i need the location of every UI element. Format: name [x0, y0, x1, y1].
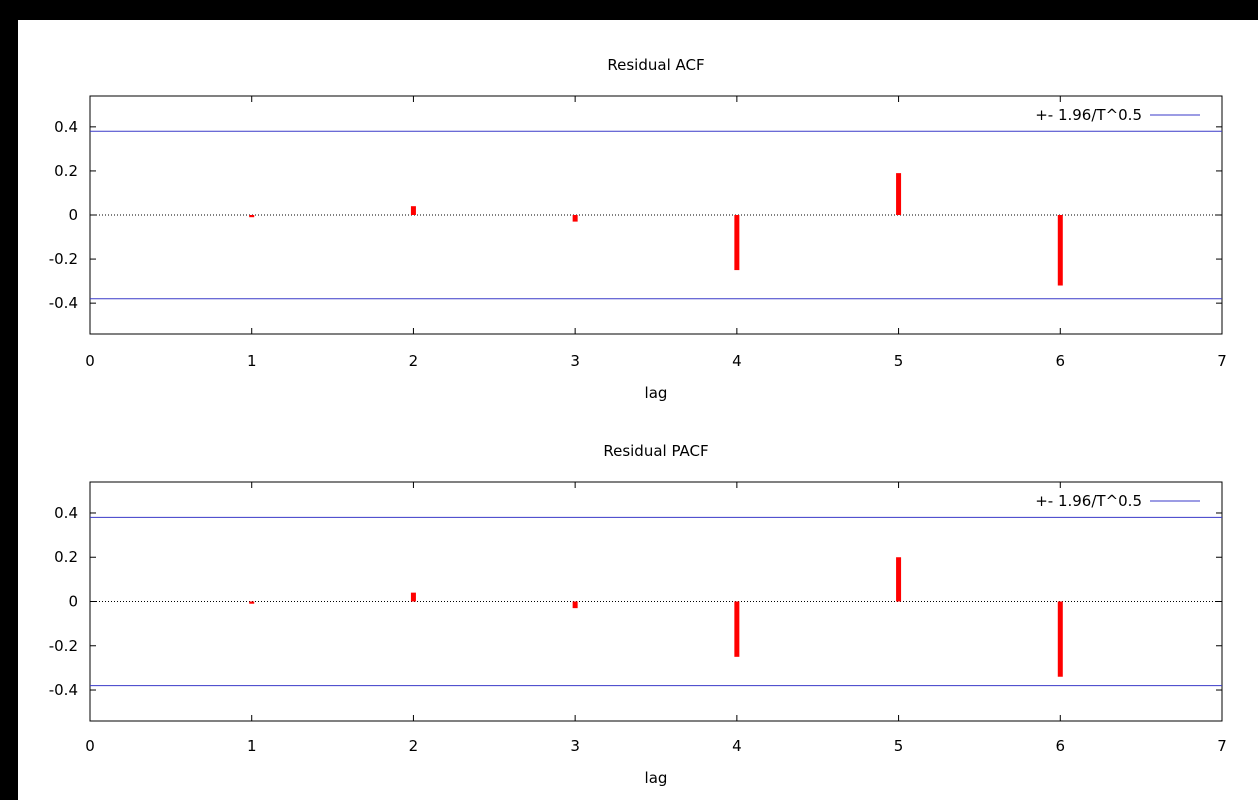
acf-x-tick-label: 5 [894, 352, 904, 370]
pacf-y-tick-label: -0.4 [49, 681, 78, 699]
pacf-bar-lag-6 [1057, 601, 1063, 677]
pacf-bar-lag-2 [410, 592, 416, 602]
pacf-y-tick-label: 0.4 [54, 504, 78, 522]
acf-bar-lag-3 [572, 215, 578, 222]
acf-legend-label: +- 1.96/T^0.5 [1035, 106, 1142, 124]
pacf-x-tick-label: 2 [409, 737, 419, 755]
pacf-y-tick-label: 0 [68, 593, 78, 611]
acf-y-tick-label: 0.4 [54, 118, 78, 136]
acf-x-tick-label: 7 [1217, 352, 1227, 370]
acf-y-tick-label: -0.4 [49, 294, 78, 312]
acf-x-tick-label: 0 [85, 352, 95, 370]
pacf-bar-lag-4 [734, 601, 740, 657]
acf-chart-title: Residual ACF [607, 56, 704, 74]
pacf-x-tick-label: 6 [1056, 737, 1066, 755]
pacf-x-tick-label: 0 [85, 737, 95, 755]
acf-x-tick-label: 1 [247, 352, 257, 370]
acf-x-tick-label: 6 [1056, 352, 1066, 370]
pacf-bar-lag-3 [572, 601, 578, 609]
acf-x-tick-label: 3 [570, 352, 580, 370]
acf-y-tick-label: -0.2 [49, 250, 78, 268]
pacf-x-tick-label: 3 [570, 737, 580, 755]
chart-frame: Residual ACF 0.4 0.2 0 -0.2 -0.4 0 1 2 3 4 5 6 7 lag +-… [18, 20, 1258, 800]
acf-bar-lag-4 [734, 215, 740, 271]
acf-bar-lag-1 [249, 215, 255, 218]
acf-y-tick-label: 0 [68, 206, 78, 224]
pacf-chart-title: Residual PACF [603, 442, 708, 460]
pacf-legend-label: +- 1.96/T^0.5 [1035, 492, 1142, 510]
pacf-x-axis-label: lag [645, 769, 668, 787]
pacf-x-tick-label: 7 [1217, 737, 1227, 755]
acf-bar-lag-2 [410, 206, 416, 215]
pacf-bar-lag-1 [249, 601, 255, 604]
acf-x-tick-label: 4 [732, 352, 742, 370]
acf-x-axis-label: lag [645, 384, 668, 402]
pacf-y-tick-label: -0.2 [49, 637, 78, 655]
pacf-bar-lag-5 [896, 557, 902, 602]
acf-y-tick-label: 0.2 [54, 162, 78, 180]
acf-bar-lag-6 [1057, 215, 1063, 286]
pacf-x-tick-label: 5 [894, 737, 904, 755]
pacf-x-tick-label: 1 [247, 737, 257, 755]
acf-bar-lag-5 [896, 173, 902, 215]
acf-x-tick-label: 2 [409, 352, 419, 370]
pacf-x-tick-label: 4 [732, 737, 742, 755]
acf-pacf-figure: Residual ACF 0.4 0.2 0 -0.2 -0.4 0 1 2 3 4 5 6 7 lag +-… [49, 56, 1227, 787]
pacf-y-tick-label: 0.2 [54, 548, 78, 566]
